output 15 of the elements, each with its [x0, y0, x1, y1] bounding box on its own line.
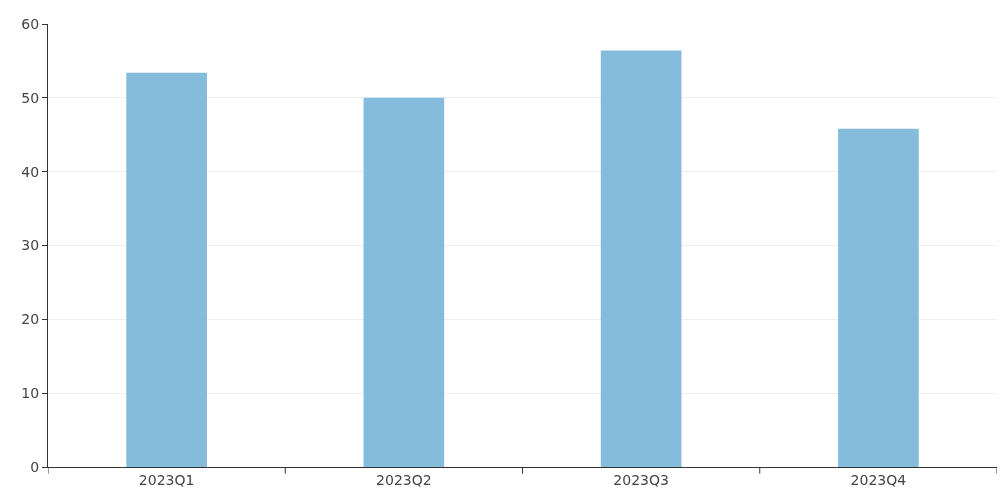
y-tick-label: 40 [21, 163, 40, 180]
bar [126, 72, 207, 467]
y-tick-label: 60 [21, 15, 40, 32]
y-tick-label: 20 [21, 311, 40, 328]
x-tick-label: 2023Q3 [613, 471, 669, 488]
y-tick-label: 30 [21, 237, 40, 254]
bar [600, 50, 682, 467]
bar [363, 97, 445, 467]
y-tick-label: 10 [21, 385, 40, 402]
x-tick-label: 2023Q4 [850, 471, 907, 488]
y-tick-label: 0 [30, 458, 40, 475]
y-tick-label: 50 [21, 89, 40, 106]
x-tick-label: 2023Q2 [376, 471, 432, 488]
x-tick-label: 2023Q1 [138, 471, 195, 488]
bar [838, 128, 919, 467]
